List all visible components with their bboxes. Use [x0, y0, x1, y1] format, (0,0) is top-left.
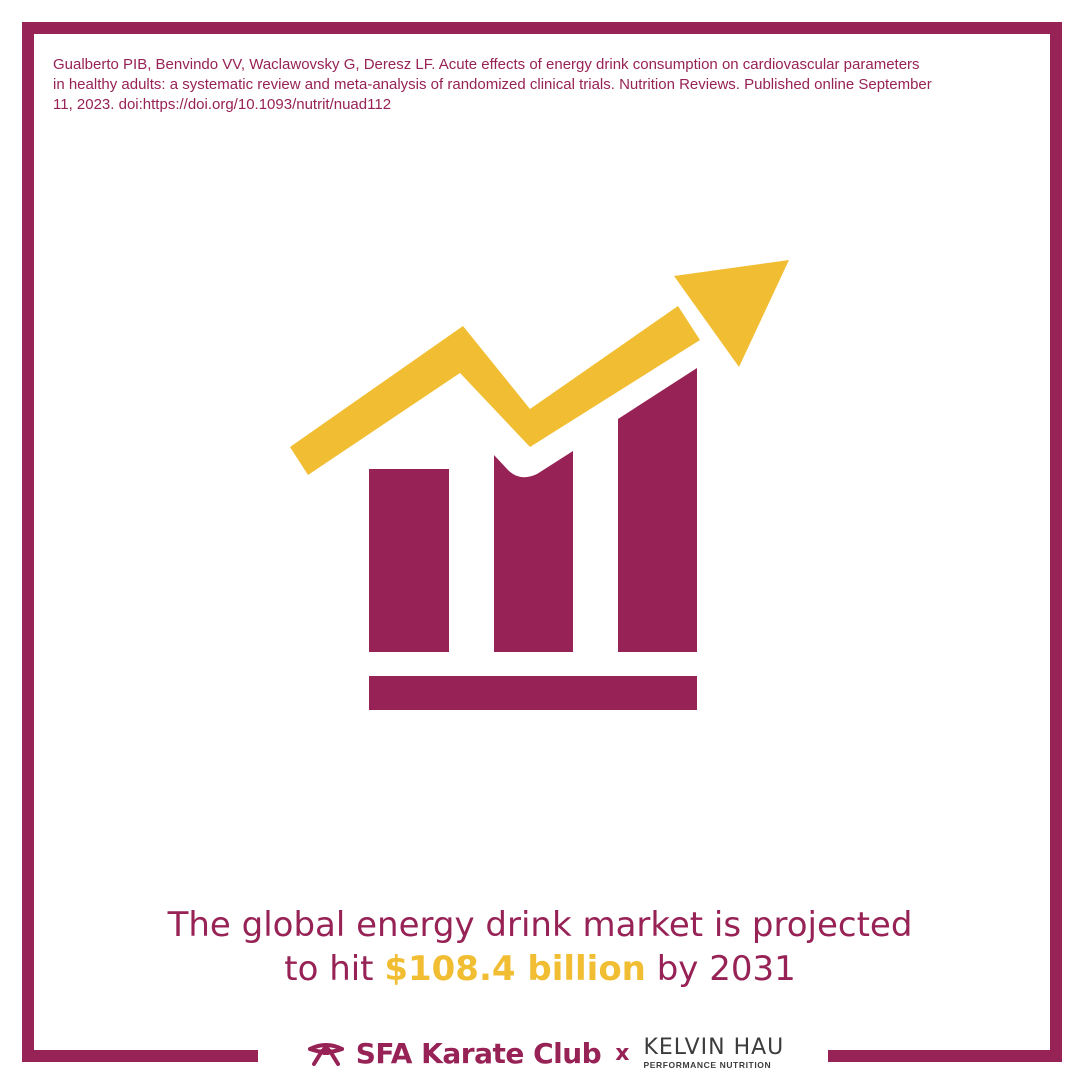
- border-bottom-right: [828, 1050, 1062, 1062]
- headline-line-2: to hit $108.4 billion by 2031: [80, 947, 1000, 991]
- partner-name: KELVIN HAU: [643, 1034, 785, 1060]
- border-frame: [22, 22, 1062, 1062]
- partner-logo: KELVIN HAU PERFORMANCE NUTRITION: [643, 1034, 785, 1070]
- footer-branding: SFA Karate Club x KELVIN HAU PERFORMANCE…: [270, 1030, 820, 1076]
- citation-text: Gualberto PIB, Benvindo VV, Waclawovsky …: [53, 56, 932, 113]
- border-bottom-left: [22, 1050, 258, 1062]
- club-name: SFA Karate Club: [355, 1036, 602, 1070]
- trend-arrow-line: [290, 306, 700, 475]
- headline: The global energy drink market is projec…: [80, 903, 1000, 991]
- collab-separator: x: [615, 1040, 630, 1066]
- headline-highlight: $108.4 billion: [384, 949, 646, 989]
- headline-prefix: to hit: [284, 949, 385, 989]
- headline-line-1: The global energy drink market is projec…: [167, 905, 913, 945]
- chart-baseline: [369, 676, 697, 710]
- bar-right: [618, 368, 697, 652]
- partner-tagline: PERFORMANCE NUTRITION: [643, 1059, 772, 1070]
- headline-suffix: by 2031: [645, 949, 796, 989]
- karate-belt-icon: [306, 1039, 346, 1067]
- trend-arrow-head: [674, 260, 789, 367]
- bar-left: [369, 469, 449, 652]
- bar-middle: [494, 451, 573, 652]
